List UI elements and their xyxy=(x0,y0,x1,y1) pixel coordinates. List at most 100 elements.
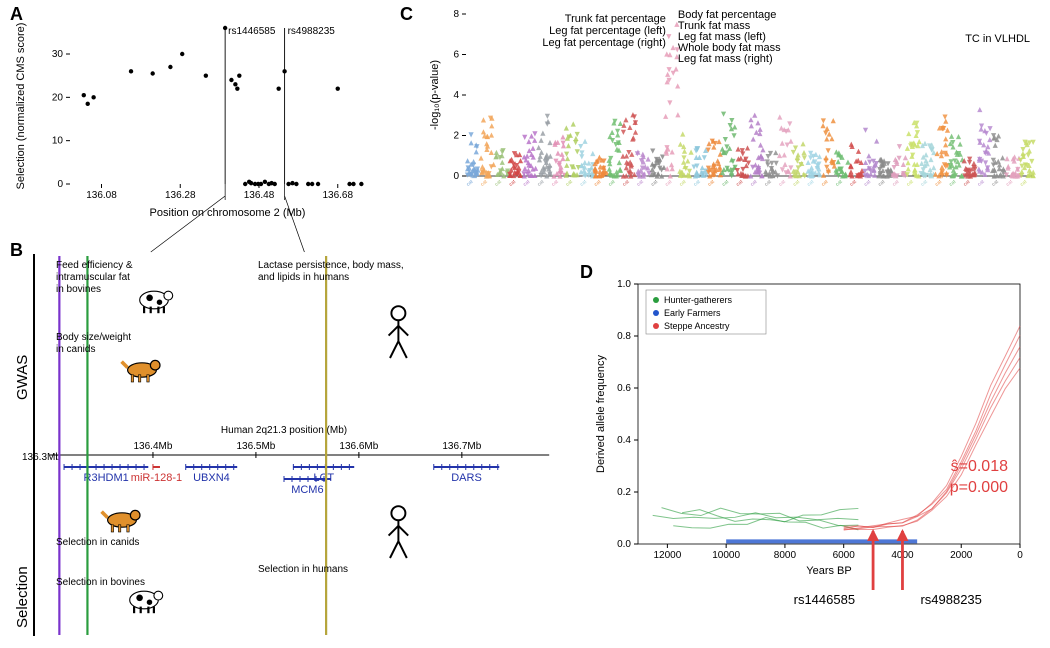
svg-text:cat: cat xyxy=(480,179,489,188)
svg-text:12000: 12000 xyxy=(653,550,681,561)
svg-text:cat: cat xyxy=(508,179,517,188)
svg-text:cat: cat xyxy=(693,179,702,188)
svg-text:2000: 2000 xyxy=(950,550,973,561)
svg-text:cat: cat xyxy=(536,179,545,188)
svg-text:cat: cat xyxy=(820,179,829,188)
svg-text:0.6: 0.6 xyxy=(617,383,631,394)
svg-text:136.3Mb: 136.3Mb xyxy=(22,452,61,463)
panel-b: B GWAS Selection 136.3Mb136.4Mb136.5Mb13… xyxy=(10,240,560,620)
svg-text:-log₁₀(p-value): -log₁₀(p-value) xyxy=(429,60,441,130)
svg-text:rs4988235: rs4988235 xyxy=(920,592,981,607)
svg-text:cat: cat xyxy=(891,179,900,188)
panel-a-plot: 0102030136.08136.28136.48136.68Position … xyxy=(10,10,400,220)
svg-text:10000: 10000 xyxy=(712,550,740,561)
panel-a: A 0102030136.08136.28136.48136.68Positio… xyxy=(10,6,400,216)
svg-text:6: 6 xyxy=(453,50,459,61)
svg-text:30: 30 xyxy=(52,49,64,60)
svg-text:20: 20 xyxy=(52,92,64,103)
svg-text:8000: 8000 xyxy=(774,550,797,561)
svg-text:0.8: 0.8 xyxy=(617,331,631,342)
svg-text:6000: 6000 xyxy=(833,550,856,561)
svg-text:rs4988235: rs4988235 xyxy=(288,26,336,37)
svg-text:Selection in canids: Selection in canids xyxy=(56,537,139,548)
svg-text:cat: cat xyxy=(494,179,503,188)
svg-text:cat: cat xyxy=(593,179,602,188)
svg-text:136.4Mb: 136.4Mb xyxy=(133,441,172,452)
svg-text:0.0: 0.0 xyxy=(617,539,631,550)
svg-text:in bovines: in bovines xyxy=(56,284,101,295)
svg-text:cat: cat xyxy=(1005,179,1014,188)
svg-text:cat: cat xyxy=(522,179,531,188)
svg-text:UBXN4: UBXN4 xyxy=(193,472,230,484)
svg-text:cat: cat xyxy=(678,179,687,188)
panel-c-plot: 02468-log₁₀(p-value)catcatcatcatcatcatca… xyxy=(424,6,1040,226)
svg-text:miR-128-1: miR-128-1 xyxy=(131,472,182,484)
svg-text:in canids: in canids xyxy=(56,344,95,355)
svg-text:Derived allele frequency: Derived allele frequency xyxy=(595,354,607,473)
svg-text:0.2: 0.2 xyxy=(617,487,631,498)
svg-text:cat: cat xyxy=(551,179,560,188)
svg-text:Body size/weight: Body size/weight xyxy=(56,332,131,343)
svg-text:Hunter-gatherers: Hunter-gatherers xyxy=(664,295,733,305)
svg-text:cat: cat xyxy=(565,179,574,188)
svg-text:10: 10 xyxy=(52,136,64,147)
svg-text:cat: cat xyxy=(934,179,943,188)
svg-text:cat: cat xyxy=(607,179,616,188)
svg-text:cat: cat xyxy=(650,179,659,188)
svg-text:cat: cat xyxy=(835,179,844,188)
svg-text:DARS: DARS xyxy=(451,472,482,484)
svg-text:cat: cat xyxy=(1019,179,1028,188)
svg-text:136.7Mb: 136.7Mb xyxy=(442,441,481,452)
svg-text:Human 2q21.3 position (Mb): Human 2q21.3 position (Mb) xyxy=(221,425,347,436)
svg-text:cat: cat xyxy=(735,179,744,188)
svg-text:Trunk fat percentage: Trunk fat percentage xyxy=(565,13,666,25)
svg-text:MCM6: MCM6 xyxy=(291,484,323,496)
svg-text:Leg fat percentage (left): Leg fat percentage (left) xyxy=(549,25,666,37)
svg-text:136.6Mb: 136.6Mb xyxy=(339,441,378,452)
svg-text:cat: cat xyxy=(664,179,673,188)
svg-text:cat: cat xyxy=(636,179,645,188)
svg-text:8: 8 xyxy=(453,9,459,20)
svg-text:Selection (normalized CMS scor: Selection (normalized CMS score) xyxy=(15,23,27,190)
svg-text:1.0: 1.0 xyxy=(617,279,631,290)
svg-text:cat: cat xyxy=(962,179,971,188)
svg-text:cat: cat xyxy=(977,179,986,188)
svg-text:0: 0 xyxy=(1017,550,1023,561)
svg-text:TC in VLHDL: TC in VLHDL xyxy=(965,33,1030,45)
svg-text:cat: cat xyxy=(579,179,588,188)
svg-text:Selection in bovines: Selection in bovines xyxy=(56,577,145,588)
svg-text:0: 0 xyxy=(57,179,63,190)
svg-text:cat: cat xyxy=(863,179,872,188)
svg-text:0.4: 0.4 xyxy=(617,435,631,446)
svg-text:Early Farmers: Early Farmers xyxy=(664,308,721,318)
svg-text:cat: cat xyxy=(749,179,758,188)
svg-text:136.5Mb: 136.5Mb xyxy=(236,441,275,452)
svg-text:cat: cat xyxy=(778,179,787,188)
svg-text:cat: cat xyxy=(465,179,474,188)
svg-text:cat: cat xyxy=(707,179,716,188)
svg-text:cat: cat xyxy=(877,179,886,188)
svg-text:cat: cat xyxy=(920,179,929,188)
svg-text:ŝ=0.018: ŝ=0.018 xyxy=(951,458,1008,475)
svg-text:cat: cat xyxy=(849,179,858,188)
svg-text:rs1446585: rs1446585 xyxy=(794,592,855,607)
svg-text:cat: cat xyxy=(991,179,1000,188)
svg-text:4: 4 xyxy=(453,90,459,101)
svg-text:cat: cat xyxy=(721,179,730,188)
svg-text:cat: cat xyxy=(622,179,631,188)
svg-text:Leg fat percentage (right): Leg fat percentage (right) xyxy=(542,37,666,49)
panel-d: D 0.00.20.40.60.81.012000100008000600040… xyxy=(580,270,1030,630)
panel-b-diagram: 136.3Mb 136.4Mb 136.5Mb 136.6Mb 136.7Mb Human… xyxy=(10,240,570,640)
svg-text:Selection in humans: Selection in humans xyxy=(258,564,348,575)
svg-text:cat: cat xyxy=(792,179,801,188)
panel-c-label: C xyxy=(400,4,413,25)
svg-text:p=0.000: p=0.000 xyxy=(950,479,1008,496)
svg-text:2: 2 xyxy=(453,131,459,142)
svg-text:Steppe Ancestry: Steppe Ancestry xyxy=(664,321,730,331)
svg-text:cat: cat xyxy=(764,179,773,188)
panel-d-plot: 0.00.20.40.60.81.01200010000800060004000… xyxy=(590,274,1030,624)
svg-text:rs1446585: rs1446585 xyxy=(228,26,276,37)
svg-text:Years BP: Years BP xyxy=(806,565,851,577)
svg-text:Leg fat mass (right): Leg fat mass (right) xyxy=(678,53,773,65)
svg-text:cat: cat xyxy=(806,179,815,188)
